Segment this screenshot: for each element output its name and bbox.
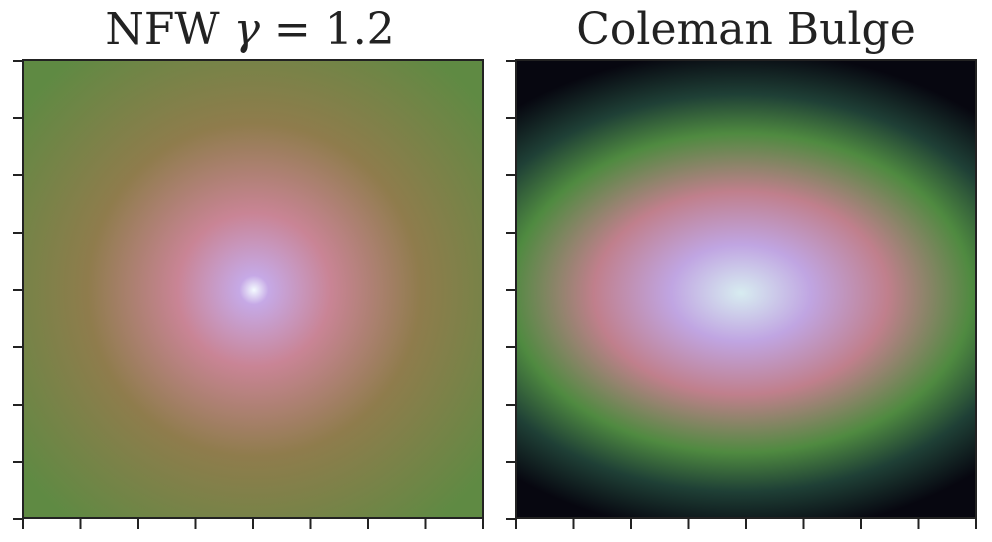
coleman-bulge-image-frame bbox=[515, 59, 977, 519]
nfw-density-map bbox=[24, 61, 482, 517]
coleman-bulge-panel: Coleman Bulge bbox=[500, 0, 992, 542]
coleman-bulge-density-fill bbox=[517, 61, 975, 517]
nfw-axis-ticks bbox=[13, 60, 484, 529]
coleman-bulge-panel-title: Coleman Bulge bbox=[576, 4, 916, 55]
coleman-bulge-axis-ticks bbox=[506, 60, 977, 529]
nfw-panel: NFW γ = 1.2 bbox=[13, 4, 484, 529]
nfw-image-frame bbox=[22, 59, 484, 519]
coleman-bulge-density-map bbox=[517, 61, 975, 517]
nfw-density-fill bbox=[24, 61, 482, 517]
nfw-panel-title: NFW γ = 1.2 bbox=[105, 4, 395, 55]
